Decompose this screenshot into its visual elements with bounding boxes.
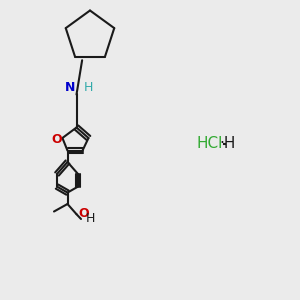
Text: O: O — [51, 133, 62, 146]
Text: ·H: ·H — [220, 136, 236, 152]
Text: N: N — [64, 81, 75, 94]
Text: O: O — [78, 207, 88, 220]
Text: HCl: HCl — [197, 136, 223, 152]
Text: H: H — [84, 81, 93, 94]
Text: H: H — [85, 212, 95, 226]
